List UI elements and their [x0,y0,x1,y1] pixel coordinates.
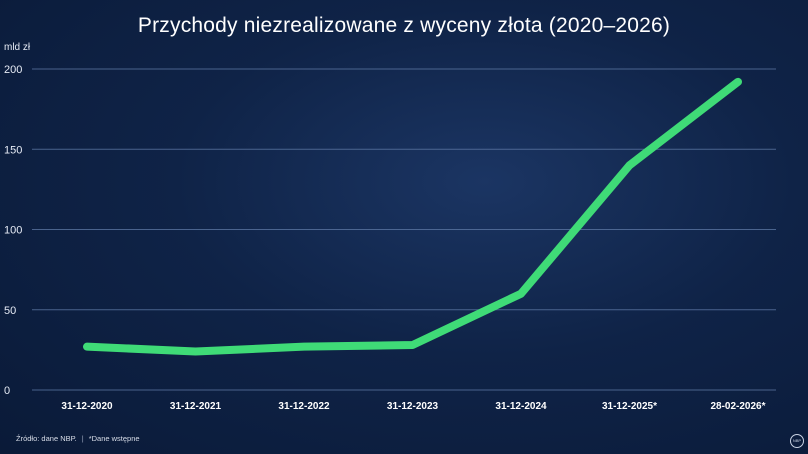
y-tick-label: 150 [4,144,22,156]
x-tick-label: 31-12-2025* [602,401,657,412]
grid-lines [32,68,776,391]
series-lines [83,77,742,356]
y-axis-unit-label: mld zł [4,42,31,53]
y-tick-labels: 0 50 100 150 200 [4,64,22,397]
y-tick-label: 100 [4,225,22,237]
footer-separator: | [81,434,84,443]
chart-title: Przychody niezrealizowane z wyceny złota… [137,14,671,37]
chart-footer: Źródło: dane NBP. | *Dane wstępne [16,434,140,443]
broadcaster-logo-icon: NBP [790,434,804,448]
source-note: Źródło: dane NBP. [16,434,77,443]
x-tick-label: 31-12-2020 [61,401,113,412]
y-tick-label: 200 [4,64,22,76]
y-tick-label: 0 [4,385,10,397]
x-tick-label: 31-12-2021 [170,401,222,412]
preliminary-data-note: *Dane wstępne [88,434,140,443]
series-line-0 [83,77,742,356]
x-tick-labels: 31-12-2020 31-12-2021 31-12-2022 31-12-2023… [61,401,765,412]
x-tick-label: 31-12-2024 [495,401,547,412]
x-tick-label: 28-02-2026* [710,401,765,412]
x-tick-label: 31-12-2022 [278,401,330,412]
y-tick-label: 50 [4,305,16,317]
x-tick-label: 31-12-2023 [387,401,439,412]
